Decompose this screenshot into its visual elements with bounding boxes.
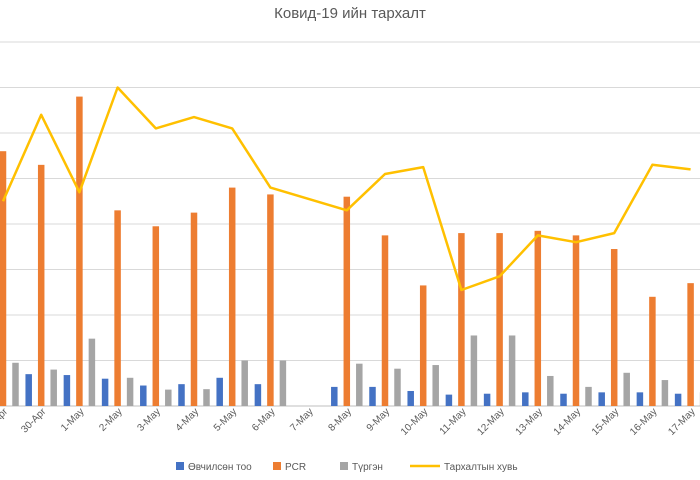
- bar: [203, 389, 210, 406]
- x-tick-label: 7-May: [288, 406, 315, 433]
- legend-swatch: [176, 462, 184, 470]
- bar: [623, 372, 630, 406]
- x-tick-labels: Apr 30-Apr 1-May 2-May 3-May 4-May 5-May 6-May 7…: [0, 406, 698, 438]
- legend-label: Өвчилсөн тоо: [188, 462, 252, 473]
- x-tick-label: 30-Apr: [19, 406, 48, 435]
- x-tick-label: 16-May: [628, 406, 659, 437]
- bar: [508, 335, 516, 406]
- bar: [165, 389, 172, 406]
- chart-title: Ковид-19 ийн тархалт: [274, 5, 426, 22]
- bar: [572, 235, 580, 406]
- bar: [483, 393, 491, 406]
- legend-swatch: [273, 462, 281, 470]
- bar: [63, 375, 71, 406]
- bar: [407, 390, 414, 406]
- bar: [76, 96, 83, 406]
- bar: [37, 164, 45, 406]
- bar: [674, 393, 682, 406]
- bar: [585, 386, 592, 406]
- bar: [101, 378, 109, 406]
- x-tick-label: 14-May: [552, 406, 583, 437]
- x-tick-label: 5-May: [212, 406, 239, 433]
- bar: [279, 360, 287, 406]
- legend-swatch: [340, 462, 348, 470]
- bar: [496, 233, 503, 406]
- bar: [88, 338, 96, 406]
- line-series: [1, 86, 691, 292]
- bar: [114, 210, 121, 406]
- x-tick-label: 3-May: [135, 406, 162, 433]
- legend: Өвчилсөн тоо PCR Түргэн Тархалтын хувь: [176, 462, 518, 473]
- x-tick-label: 17-May: [666, 406, 697, 437]
- bar: [610, 249, 618, 406]
- bar: [356, 363, 363, 406]
- x-tick-label: Apr: [0, 406, 11, 425]
- bar: [241, 360, 248, 406]
- bar: [140, 385, 147, 406]
- x-tick-label: 1-May: [59, 406, 86, 433]
- bar: [394, 368, 401, 406]
- bar: [534, 230, 542, 406]
- bar: [687, 283, 694, 406]
- bar: [547, 375, 554, 406]
- bar: [381, 235, 389, 406]
- bar: [216, 377, 223, 406]
- x-tick-label: 15-May: [590, 406, 621, 437]
- x-tick-label: 11-May: [438, 406, 469, 437]
- bar: [649, 296, 656, 406]
- x-tick-label: 12-May: [475, 406, 506, 437]
- x-tick-label: 10-May: [399, 406, 430, 437]
- x-tick-label: 9-May: [365, 406, 392, 433]
- x-tick-label: 4-May: [174, 406, 201, 433]
- x-tick-label: 2-May: [97, 406, 124, 433]
- bar: [560, 393, 567, 406]
- x-tick-label: 8-May: [326, 406, 353, 433]
- bar: [331, 386, 338, 406]
- x-tick-label: 13-May: [514, 406, 545, 437]
- bar: [522, 392, 529, 406]
- bar: [12, 362, 19, 406]
- bar: [343, 196, 351, 406]
- bar: [470, 335, 478, 406]
- legend-label: PCR: [285, 462, 306, 473]
- x-tick-label: 6-May: [250, 406, 277, 433]
- bar: [25, 374, 32, 406]
- bar: [178, 384, 185, 406]
- bars: [0, 96, 700, 406]
- line-series-path: [1, 86, 691, 292]
- legend-label: Тархалтын хувь: [444, 462, 518, 473]
- bar: [50, 369, 57, 406]
- bar: [0, 151, 7, 406]
- bar: [228, 187, 236, 406]
- bar: [369, 386, 376, 406]
- bar: [190, 212, 198, 406]
- bar: [636, 392, 644, 406]
- bar: [458, 233, 465, 406]
- bar: [598, 392, 605, 406]
- bar: [661, 380, 669, 406]
- bar: [432, 365, 439, 406]
- bar: [445, 394, 453, 406]
- bar: [254, 384, 262, 406]
- bar: [126, 377, 134, 406]
- bar: [419, 285, 427, 406]
- legend-label: Түргэн: [352, 462, 383, 473]
- bar: [152, 226, 160, 406]
- bar: [267, 194, 274, 406]
